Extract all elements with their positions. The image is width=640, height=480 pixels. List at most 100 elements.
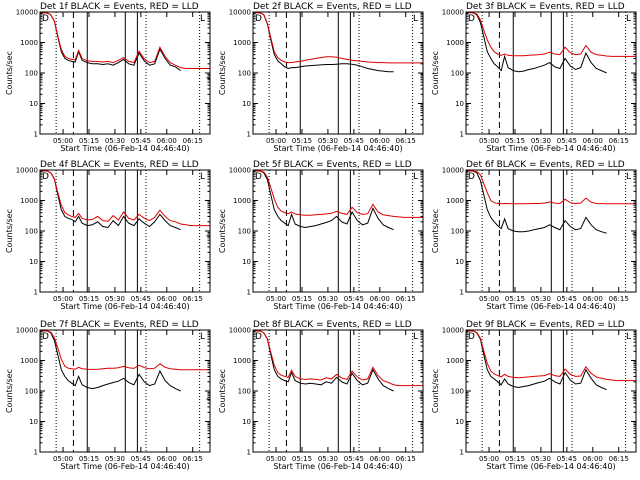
y-tick-label: 100	[451, 228, 464, 236]
series-lld	[466, 170, 636, 205]
y-tick-label: 10	[242, 100, 251, 108]
corner-mark-d: D	[255, 172, 262, 182]
panel-title: Det 9f BLACK = Events, RED = LLD	[466, 320, 625, 330]
x-tick-label: 06:00	[583, 137, 603, 145]
corner-mark-l: L	[200, 14, 205, 24]
series-events	[40, 12, 210, 80]
detector-panel-2: Det 2f BLACK = Events, RED = LLD D L 1 10 100…	[218, 2, 424, 153]
x-tick-label: 06:15	[183, 455, 203, 463]
y-tick-label: 10	[29, 258, 38, 266]
series-lld	[253, 12, 423, 64]
series-events	[253, 170, 423, 236]
y-tick-label: 1000	[446, 357, 464, 365]
x-axis-label: Start Time (06-Feb-14 04:46:40)	[486, 462, 615, 471]
corner-mark-l: L	[626, 14, 631, 24]
x-axis-label: Start Time (06-Feb-14 04:46:40)	[60, 302, 189, 311]
x-tick-label: 06:00	[583, 455, 603, 463]
y-axis-label: Counts/sec	[431, 369, 440, 413]
y-tick-label: 100	[238, 70, 251, 78]
y-tick-label: 10000	[442, 327, 464, 335]
detector-panel-1: Det 1f BLACK = Events, RED = LLD D L 1 10 100…	[5, 2, 211, 153]
y-tick-label: 1	[34, 449, 38, 457]
detector-panel-7: Det 7f BLACK = Events, RED = LLD D L 1 10 100…	[5, 320, 211, 471]
y-tick-label: 100	[25, 388, 38, 396]
y-axis-label: Counts/sec	[5, 51, 14, 95]
x-tick-label: 06:00	[157, 455, 177, 463]
x-tick-label: 06:15	[396, 137, 416, 145]
y-tick-label: 1000	[233, 197, 251, 205]
y-axis-label: Counts/sec	[431, 51, 440, 95]
detector-panel-4: Det 4f BLACK = Events, RED = LLD D L 1 10 100…	[5, 160, 211, 311]
x-tick-label: 05:30	[318, 295, 338, 303]
x-tick-label: 05:00	[53, 455, 73, 463]
panel-title: Det 3f BLACK = Events, RED = LLD	[466, 2, 625, 12]
y-tick-label: 100	[451, 388, 464, 396]
y-tick-label: 10000	[16, 9, 38, 17]
y-tick-label: 10	[242, 258, 251, 266]
x-tick-label: 05:45	[557, 137, 577, 145]
y-tick-label: 1000	[446, 197, 464, 205]
x-tick-label: 05:15	[79, 137, 99, 145]
series-lld	[466, 330, 636, 382]
x-tick-label: 06:15	[183, 295, 203, 303]
x-tick-label: 05:30	[105, 295, 125, 303]
corner-mark-l: L	[200, 172, 205, 182]
y-tick-label: 1	[34, 289, 38, 297]
x-tick-label: 05:15	[79, 455, 99, 463]
series-lld	[466, 12, 636, 57]
y-tick-label: 10000	[442, 9, 464, 17]
x-tick-label: 05:15	[292, 137, 312, 145]
corner-mark-d: D	[468, 14, 475, 24]
y-tick-label: 1	[460, 449, 464, 457]
x-axis-label: Start Time (06-Feb-14 04:46:40)	[486, 302, 615, 311]
x-tick-label: 05:30	[318, 137, 338, 145]
y-tick-label: 10	[29, 100, 38, 108]
y-tick-label: 1000	[20, 357, 38, 365]
detector-panel-3: Det 3f BLACK = Events, RED = LLD D L 1 10 100…	[431, 2, 637, 153]
x-tick-label: 06:00	[157, 295, 177, 303]
y-tick-label: 100	[25, 70, 38, 78]
x-tick-label: 06:15	[396, 455, 416, 463]
x-tick-label: 05:15	[292, 295, 312, 303]
y-axis-label: Counts/sec	[218, 369, 227, 413]
x-tick-label: 05:45	[344, 295, 364, 303]
x-axis-label: Start Time (06-Feb-14 04:46:40)	[486, 144, 615, 153]
corner-mark-l: L	[200, 332, 205, 342]
x-tick-label: 05:30	[105, 137, 125, 145]
x-tick-label: 06:15	[609, 295, 629, 303]
series-lld	[253, 170, 423, 218]
x-tick-label: 05:45	[131, 295, 151, 303]
y-tick-label: 100	[238, 228, 251, 236]
corner-mark-d: D	[255, 14, 262, 24]
x-tick-label: 05:30	[531, 137, 551, 145]
x-tick-label: 06:00	[370, 137, 390, 145]
detector-panel-6: Det 6f BLACK = Events, RED = LLD D L 1 10 100…	[431, 160, 637, 311]
series-events	[40, 170, 210, 237]
corner-mark-d: D	[42, 14, 49, 24]
x-tick-label: 06:15	[396, 295, 416, 303]
y-tick-label: 1000	[20, 197, 38, 205]
x-tick-label: 05:45	[131, 137, 151, 145]
y-tick-label: 10	[242, 418, 251, 426]
panel-title: Det 4f BLACK = Events, RED = LLD	[40, 160, 199, 170]
corner-mark-l: L	[626, 172, 631, 182]
y-tick-label: 1	[460, 289, 464, 297]
x-tick-label: 05:15	[505, 295, 525, 303]
corner-mark-d: D	[42, 332, 49, 342]
x-tick-label: 05:30	[531, 295, 551, 303]
y-axis-label: Counts/sec	[218, 51, 227, 95]
x-tick-label: 05:00	[53, 295, 73, 303]
panel-title: Det 2f BLACK = Events, RED = LLD	[253, 2, 412, 12]
detector-panel-5: Det 5f BLACK = Events, RED = LLD D L 1 10 100…	[218, 160, 424, 311]
x-tick-label: 05:30	[531, 455, 551, 463]
series-lld	[253, 330, 423, 387]
corner-mark-l: L	[413, 172, 418, 182]
y-tick-label: 1	[247, 289, 251, 297]
panel-title: Det 6f BLACK = Events, RED = LLD	[466, 160, 625, 170]
y-tick-label: 1000	[233, 39, 251, 47]
x-tick-label: 05:30	[105, 455, 125, 463]
corner-mark-l: L	[626, 332, 631, 342]
x-tick-label: 05:15	[505, 137, 525, 145]
y-tick-label: 10000	[442, 167, 464, 175]
